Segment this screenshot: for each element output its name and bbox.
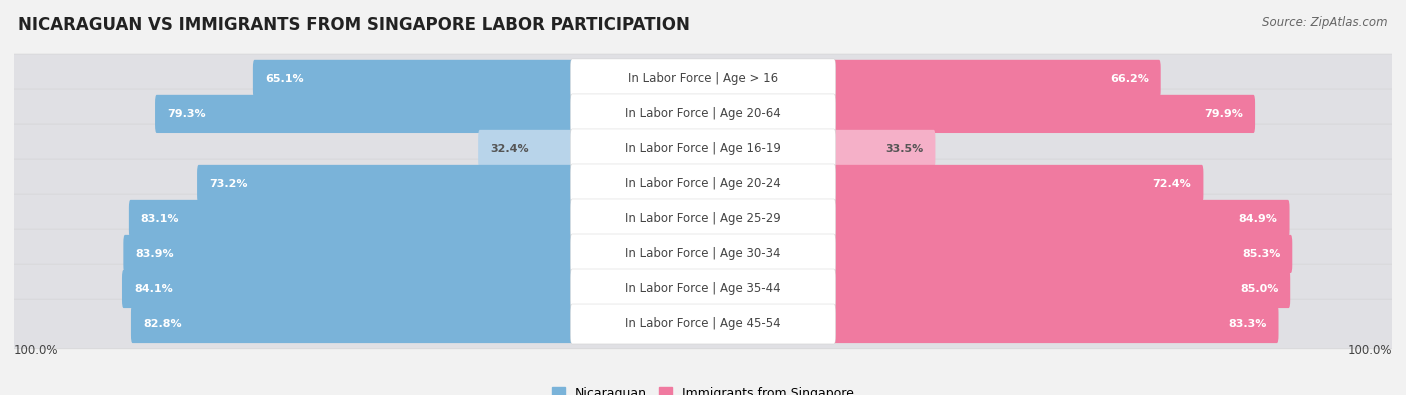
FancyBboxPatch shape	[832, 305, 1278, 343]
FancyBboxPatch shape	[832, 270, 1291, 308]
FancyBboxPatch shape	[253, 60, 574, 98]
Text: In Labor Force | Age 25-29: In Labor Force | Age 25-29	[626, 213, 780, 226]
FancyBboxPatch shape	[124, 235, 574, 273]
Text: Source: ZipAtlas.com: Source: ZipAtlas.com	[1263, 16, 1388, 29]
Legend: Nicaraguan, Immigrants from Singapore: Nicaraguan, Immigrants from Singapore	[547, 382, 859, 395]
FancyBboxPatch shape	[478, 130, 574, 168]
FancyBboxPatch shape	[11, 124, 1395, 174]
Text: 83.3%: 83.3%	[1229, 319, 1267, 329]
FancyBboxPatch shape	[11, 264, 1395, 314]
Text: 65.1%: 65.1%	[264, 74, 304, 84]
FancyBboxPatch shape	[571, 304, 835, 344]
FancyBboxPatch shape	[832, 130, 935, 168]
Text: In Labor Force | Age 45-54: In Labor Force | Age 45-54	[626, 318, 780, 331]
Text: 79.3%: 79.3%	[167, 109, 205, 119]
FancyBboxPatch shape	[129, 200, 574, 238]
Text: 83.1%: 83.1%	[141, 214, 180, 224]
FancyBboxPatch shape	[571, 199, 835, 239]
FancyBboxPatch shape	[571, 234, 835, 274]
FancyBboxPatch shape	[832, 235, 1292, 273]
FancyBboxPatch shape	[11, 89, 1395, 139]
Text: In Labor Force | Age > 16: In Labor Force | Age > 16	[628, 72, 778, 85]
FancyBboxPatch shape	[571, 59, 835, 99]
Text: 72.4%: 72.4%	[1153, 179, 1191, 189]
FancyBboxPatch shape	[571, 269, 835, 309]
Text: 73.2%: 73.2%	[209, 179, 247, 189]
FancyBboxPatch shape	[11, 229, 1395, 279]
Text: 100.0%: 100.0%	[1347, 344, 1392, 357]
Text: 33.5%: 33.5%	[886, 144, 924, 154]
FancyBboxPatch shape	[11, 299, 1395, 349]
FancyBboxPatch shape	[832, 165, 1204, 203]
Text: In Labor Force | Age 20-24: In Labor Force | Age 20-24	[626, 177, 780, 190]
Text: 32.4%: 32.4%	[491, 144, 529, 154]
FancyBboxPatch shape	[122, 270, 574, 308]
FancyBboxPatch shape	[131, 305, 574, 343]
FancyBboxPatch shape	[571, 164, 835, 204]
FancyBboxPatch shape	[155, 95, 574, 133]
Text: In Labor Force | Age 16-19: In Labor Force | Age 16-19	[626, 143, 780, 156]
FancyBboxPatch shape	[11, 159, 1395, 209]
Text: 83.9%: 83.9%	[135, 249, 174, 259]
Text: 84.9%: 84.9%	[1239, 214, 1278, 224]
Text: In Labor Force | Age 20-64: In Labor Force | Age 20-64	[626, 107, 780, 120]
FancyBboxPatch shape	[832, 200, 1289, 238]
FancyBboxPatch shape	[11, 194, 1395, 244]
Text: In Labor Force | Age 30-34: In Labor Force | Age 30-34	[626, 247, 780, 260]
Text: 84.1%: 84.1%	[134, 284, 173, 294]
FancyBboxPatch shape	[197, 165, 574, 203]
FancyBboxPatch shape	[832, 60, 1161, 98]
Text: 85.0%: 85.0%	[1240, 284, 1278, 294]
FancyBboxPatch shape	[832, 95, 1256, 133]
Text: NICARAGUAN VS IMMIGRANTS FROM SINGAPORE LABOR PARTICIPATION: NICARAGUAN VS IMMIGRANTS FROM SINGAPORE …	[18, 16, 690, 34]
FancyBboxPatch shape	[11, 54, 1395, 104]
Text: 82.8%: 82.8%	[143, 319, 181, 329]
FancyBboxPatch shape	[571, 94, 835, 134]
Text: 85.3%: 85.3%	[1241, 249, 1281, 259]
Text: 66.2%: 66.2%	[1109, 74, 1149, 84]
Text: 100.0%: 100.0%	[14, 344, 59, 357]
FancyBboxPatch shape	[571, 129, 835, 169]
Text: In Labor Force | Age 35-44: In Labor Force | Age 35-44	[626, 282, 780, 295]
Text: 79.9%: 79.9%	[1205, 109, 1243, 119]
